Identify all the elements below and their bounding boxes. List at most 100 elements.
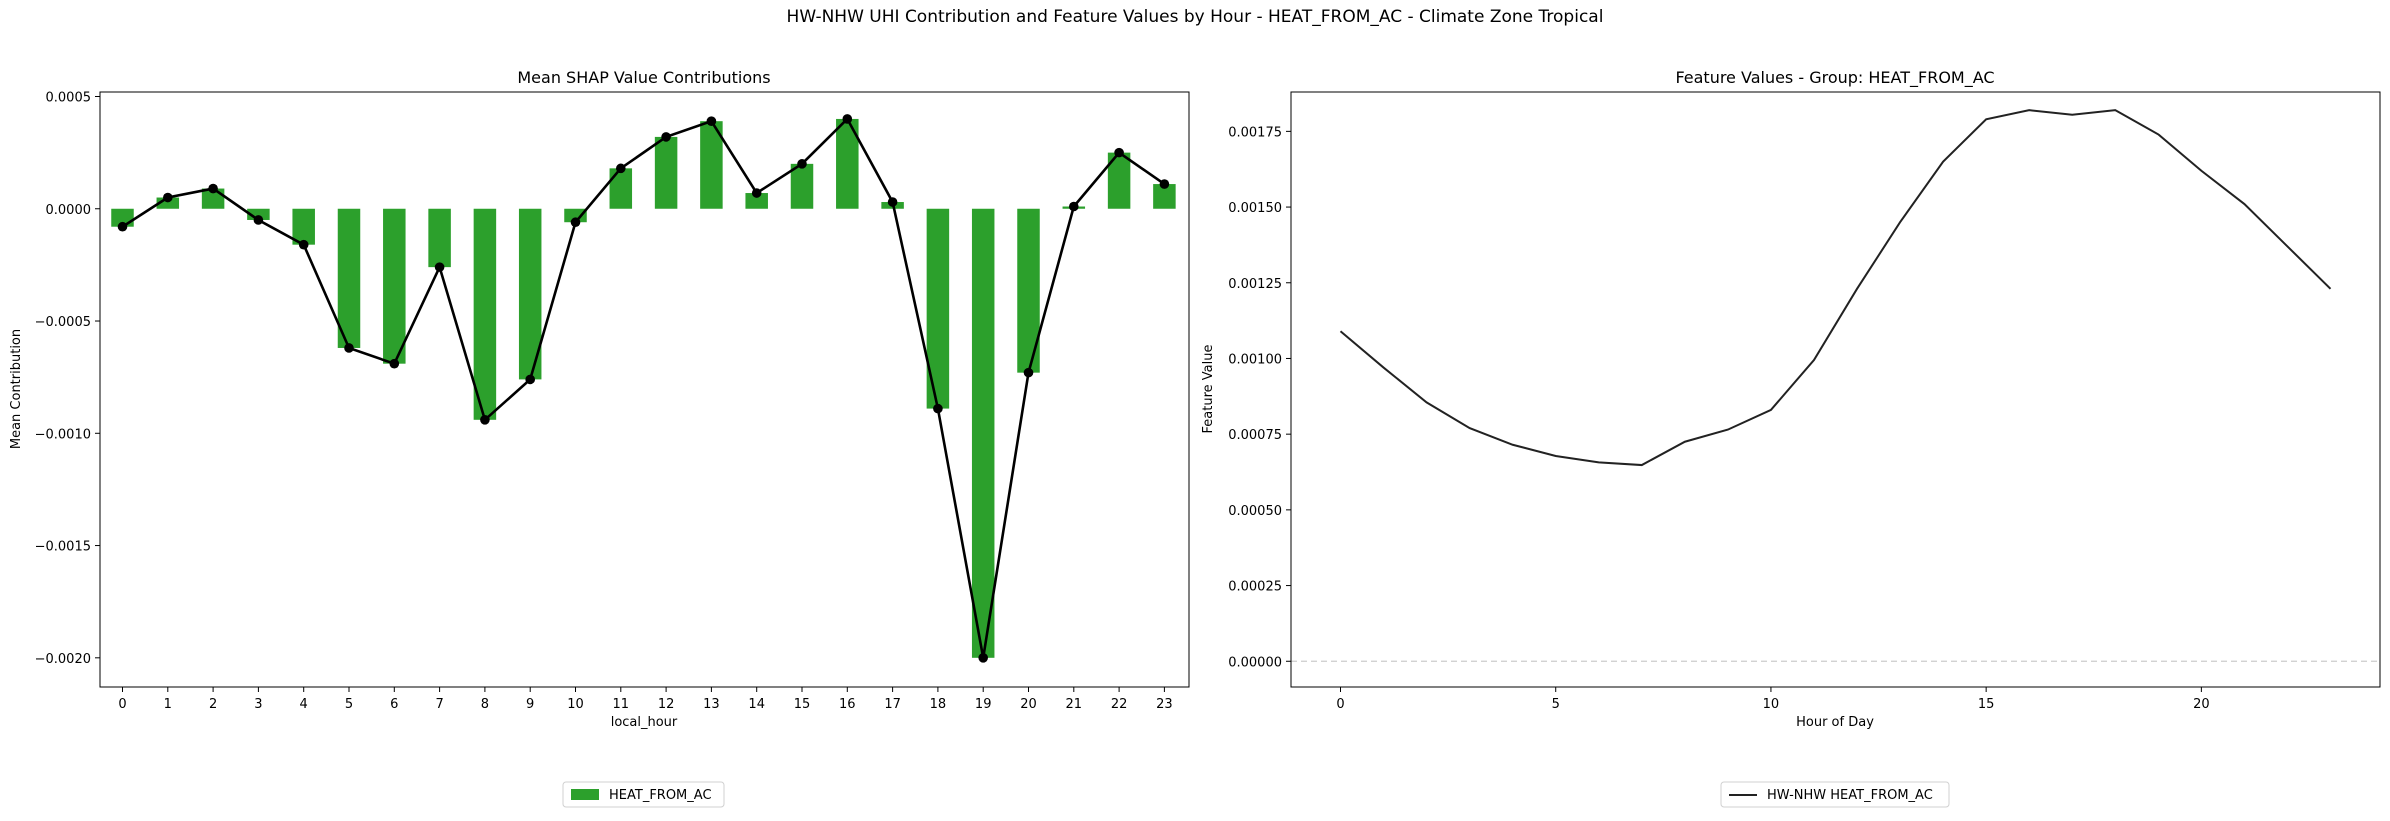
mean-point-hour-12 <box>661 132 671 142</box>
feature-panel-title: Feature Values - Group: HEAT_FROM_AC <box>1675 68 1994 88</box>
bar-hour-18 <box>926 208 950 409</box>
feature-line-panel: Feature Values - Group: HEAT_FROM_AC 0 5 1… <box>1201 68 2381 808</box>
x-tick-label: 21 <box>1066 697 1083 712</box>
shap-legend: HEAT_FROM_AC <box>562 781 725 808</box>
x-tick-label: 5 <box>1552 697 1560 712</box>
x-tick-label: 12 <box>658 697 675 712</box>
x-tick-label: 23 <box>1156 697 1173 712</box>
mean-point-hour-8 <box>480 415 490 425</box>
x-tick-label: 13 <box>703 697 720 712</box>
x-tick-label: 16 <box>839 697 856 712</box>
y-tick-label: 0.00025 <box>1228 580 1282 595</box>
feature-axes-frame <box>1290 91 2381 688</box>
shap-legend-swatch <box>571 789 599 800</box>
x-tick-label: 15 <box>1978 697 1995 712</box>
bar-hour-13 <box>700 121 723 209</box>
x-tick-label: 10 <box>1763 697 1780 712</box>
shap-x-axis-label: local_hour <box>611 715 678 730</box>
bar-hour-10 <box>564 208 587 223</box>
mean-point-hour-7 <box>434 262 445 272</box>
x-tick-label: 20 <box>2193 697 2210 712</box>
y-tick-label: 0.00000 <box>1228 655 1282 670</box>
feature-plot-area <box>1291 109 2380 662</box>
y-tick-label: −0.0020 <box>35 652 91 667</box>
feature-y-axis-label: Feature Value <box>1201 345 1216 434</box>
mean-point-hour-20 <box>1023 367 1034 378</box>
mean-point-hour-11 <box>616 163 626 174</box>
y-tick-label: 0.00100 <box>1228 352 1282 367</box>
x-tick-label: 1 <box>164 697 172 712</box>
mean-point-hour-21 <box>1069 201 1079 212</box>
mean-point-hour-18 <box>933 403 943 414</box>
bar-hour-9 <box>518 208 542 380</box>
x-tick-label: 19 <box>975 697 992 712</box>
x-tick-label: 20 <box>1020 697 1037 712</box>
bar-hour-16 <box>836 118 859 209</box>
shap-panel-title: Mean SHAP Value Contributions <box>517 68 770 87</box>
mean-point-hour-6 <box>389 358 400 369</box>
bar-hour-5 <box>337 208 361 348</box>
x-tick-label: 8 <box>481 697 489 712</box>
y-tick-label: 0.0005 <box>46 90 92 105</box>
shap-plot-area <box>111 114 1176 663</box>
y-tick-label: 0.00125 <box>1228 277 1282 292</box>
mean-point-hour-19 <box>978 653 988 663</box>
bar-hour-4 <box>292 208 315 245</box>
y-tick-label: −0.0010 <box>35 427 91 442</box>
bar-hour-1 <box>156 197 180 209</box>
x-tick-label: 11 <box>613 697 630 712</box>
shap-y-axis-label: Mean Contribution <box>9 329 24 449</box>
mean-point-hour-0 <box>117 221 128 232</box>
bar-hour-23 <box>1153 184 1176 209</box>
bar-hour-12 <box>654 136 678 209</box>
mean-point-hour-13 <box>706 116 717 126</box>
feature-value-line <box>1339 109 2332 467</box>
shap-legend-label: HEAT_FROM_AC <box>609 788 712 803</box>
mean-point-hour-5 <box>344 343 354 353</box>
feature-legend-frame <box>1720 781 1950 808</box>
x-tick-label: 10 <box>567 697 584 712</box>
y-tick-label: 0.00175 <box>1228 125 1282 140</box>
x-tick-label: 5 <box>345 697 353 712</box>
mean-point-hour-3 <box>253 215 264 225</box>
mean-contribution-line <box>121 116 1166 659</box>
feature-y-ticks: 0.00000 0.00025 0.00050 0.00075 0.00100 0.001… <box>1228 125 1291 670</box>
x-tick-label: 18 <box>930 697 947 712</box>
feature-x-axis-label: Hour of Day <box>1796 715 1874 730</box>
shap-axes-frame <box>99 91 1190 688</box>
x-tick-label: 14 <box>748 697 765 712</box>
bar-hour-15 <box>790 163 814 209</box>
mean-point-hour-14 <box>751 188 762 198</box>
y-tick-label: −0.0015 <box>35 540 91 555</box>
bar-hour-3 <box>247 208 270 220</box>
mean-point-hour-23 <box>1159 179 1170 189</box>
y-tick-label: 0.0000 <box>46 203 92 218</box>
x-tick-label: 15 <box>794 697 811 712</box>
mean-point-hour-1 <box>163 192 173 203</box>
mean-point-hour-16 <box>842 114 853 124</box>
x-tick-label: 0 <box>1336 697 1344 712</box>
x-tick-label: 4 <box>300 697 308 712</box>
x-tick-label: 2 <box>209 697 217 712</box>
mean-point-hour-15 <box>797 159 807 169</box>
mean-point-hour-10 <box>570 217 581 228</box>
y-tick-label: 0.00150 <box>1228 201 1282 216</box>
bar-hour-6 <box>383 208 406 364</box>
y-tick-label: 0.00050 <box>1228 504 1282 519</box>
feature-legend: HW-NHW HEAT_FROM_AC <box>1720 781 1950 808</box>
feature-legend-label: HW-NHW HEAT_FROM_AC <box>1767 788 1933 803</box>
mean-point-hour-22 <box>1114 147 1124 158</box>
x-tick-label: 3 <box>254 697 262 712</box>
bar-hour-8 <box>473 208 497 420</box>
x-tick-label: 7 <box>435 697 443 712</box>
mean-point-hour-4 <box>298 239 309 250</box>
x-tick-label: 22 <box>1111 697 1128 712</box>
x-tick-label: 6 <box>390 697 398 712</box>
feature-x-ticks: 0 5 10 15 20 <box>1336 687 2210 712</box>
bar-hour-22 <box>1107 152 1131 209</box>
figure-suptitle: HW-NHW UHI Contribution and Feature Valu… <box>787 7 1604 27</box>
y-tick-label: 0.00075 <box>1228 428 1282 443</box>
mean-point-hour-17 <box>887 197 898 207</box>
bar-hour-7 <box>428 208 451 268</box>
